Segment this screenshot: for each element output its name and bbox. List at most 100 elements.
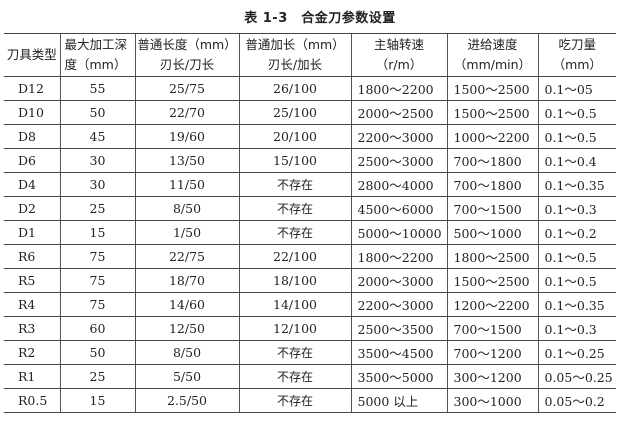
- cell-cut-depth: 0.1～0.35: [537, 172, 616, 197]
- cell-tool-type: R1: [4, 364, 60, 389]
- header-line: 刃长/加长: [267, 57, 323, 72]
- cell-spindle-speed: 1800～2200: [350, 76, 447, 101]
- table-row: D8 45 19/60 20/100 2200～3000 1000～2200 0.1～0.5: [4, 124, 616, 149]
- alloy-cutter-parameter-table: 刀具类型 最大加工深度（mm） 普通长度（mm） 刃长/刀长 普通加长（mm） 刃长/加长…: [4, 33, 616, 413]
- header-row: 刀具类型 最大加工深度（mm） 普通长度（mm） 刃长/刀长 普通加长（mm） 刃长/加长…: [4, 33, 616, 77]
- cell-normal-length: 22/70: [134, 100, 239, 125]
- cell-normal-length: 8/50: [134, 196, 239, 221]
- cell-feed-rate: 1200～2200: [446, 292, 538, 317]
- cell-max-depth: 30: [59, 172, 135, 197]
- cell-normal-length: 5/50: [134, 364, 239, 389]
- cell-normal-extension: 15/100: [238, 148, 351, 173]
- cell-max-depth: 60: [59, 316, 135, 341]
- cell-tool-type: D2: [4, 196, 60, 221]
- cell-normal-length: 13/50: [134, 148, 239, 173]
- table-row: D1 15 1/50 不存在 5000～10000 500～1000 0.1～0.2: [4, 220, 616, 245]
- cell-tool-type: D12: [4, 76, 60, 101]
- header-line: 普通长度（mm）: [137, 37, 237, 52]
- cell-max-depth: 25: [59, 196, 135, 221]
- table-row: D10 50 22/70 25/100 2000～2500 1500～2500 0.1～0.…: [4, 100, 616, 125]
- cell-tool-type: D4: [4, 172, 60, 197]
- cell-normal-extension: 22/100: [238, 244, 351, 269]
- cell-max-depth: 50: [59, 340, 135, 365]
- cell-normal-extension: 不存在: [238, 172, 351, 197]
- cell-tool-type: R5: [4, 268, 60, 293]
- cell-cut-depth: 0.1～0.2: [537, 220, 616, 245]
- cell-spindle-speed: 3500～4500: [350, 340, 447, 365]
- cell-cut-depth: 0.1～0.3: [537, 196, 616, 221]
- cell-normal-length: 8/50: [134, 340, 239, 365]
- cell-normal-length: 12/50: [134, 316, 239, 341]
- cell-feed-rate: 1800～2500: [446, 244, 538, 269]
- header-tool-type: 刀具类型: [4, 33, 60, 77]
- cell-spindle-speed: 5000～10000: [350, 220, 447, 245]
- cell-spindle-speed: 4500～6000: [350, 196, 447, 221]
- cell-max-depth: 45: [59, 124, 135, 149]
- header-spindle-speed: 主轴转速 （r/m）: [350, 33, 447, 77]
- header-line: 进给速度: [467, 37, 518, 52]
- header-line: 主轴转速: [373, 37, 424, 52]
- cell-normal-length: 25/75: [134, 76, 239, 101]
- cell-feed-rate: 300～1200: [446, 364, 538, 389]
- header-line: 普通加长（mm）: [245, 37, 345, 52]
- header-line: （mm）: [552, 57, 602, 72]
- cell-normal-extension: 25/100: [238, 100, 351, 125]
- table-row: R6 75 22/75 22/100 1800～2200 1800～2500 0.1～0.5: [4, 244, 616, 269]
- cell-normal-extension: 18/100: [238, 268, 351, 293]
- cell-normal-length: 22/75: [134, 244, 239, 269]
- cell-spindle-speed: 2200～3000: [350, 124, 447, 149]
- table-row: D12 55 25/75 26/100 1800～2200 1500～2500 0.1～05: [4, 76, 616, 101]
- cell-max-depth: 15: [59, 220, 135, 245]
- cell-tool-type: D6: [4, 148, 60, 173]
- cell-spindle-speed: 2500～3500: [350, 316, 447, 341]
- table-row: D6 30 13/50 15/100 2500～3000 700～1800 0.1～0.4: [4, 148, 616, 173]
- cell-normal-extension: 不存在: [238, 364, 351, 389]
- table-row: D2 25 8/50 不存在 4500～6000 700～1500 0.1～0.3: [4, 196, 616, 221]
- cell-cut-depth: 0.1～0.5: [537, 244, 616, 269]
- cell-max-depth: 75: [59, 292, 135, 317]
- header-cut-depth: 吃刀量 （mm）: [537, 33, 616, 77]
- cell-feed-rate: 700～1800: [446, 172, 538, 197]
- header-line: 吃刀量: [558, 37, 596, 52]
- cell-feed-rate: 1500～2500: [446, 268, 538, 293]
- cell-normal-length: 19/60: [134, 124, 239, 149]
- cell-feed-rate: 700～1500: [446, 316, 538, 341]
- cell-spindle-speed: 1800～2200: [350, 244, 447, 269]
- cell-normal-extension: 不存在: [238, 388, 351, 413]
- cell-feed-rate: 500～1000: [446, 220, 538, 245]
- cell-normal-extension: 26/100: [238, 76, 351, 101]
- cell-normal-length: 1/50: [134, 220, 239, 245]
- header-line: （r/m）: [375, 57, 423, 72]
- cell-cut-depth: 0.1～0.3: [537, 316, 616, 341]
- header-line: 最大加工深: [64, 37, 128, 52]
- table-row: R2 50 8/50 不存在 3500～4500 700～1200 0.1～0.25: [4, 340, 616, 365]
- cell-max-depth: 55: [59, 76, 135, 101]
- cell-feed-rate: 1500～2500: [446, 76, 538, 101]
- cell-normal-length: 2.5/50: [134, 388, 239, 413]
- header-feed-rate: 进给速度 （mm/min）: [446, 33, 538, 77]
- cell-spindle-speed: 3500～5000: [350, 364, 447, 389]
- header-line: 刃长/刀长: [159, 57, 215, 72]
- cell-tool-type: D1: [4, 220, 60, 245]
- cell-feed-rate: 700～1500: [446, 196, 538, 221]
- cell-tool-type: R3: [4, 316, 60, 341]
- header-normal-length: 普通长度（mm） 刃长/刀长: [134, 33, 239, 77]
- cell-spindle-speed: 2000～3000: [350, 268, 447, 293]
- header-line: 度（mm）: [64, 57, 127, 72]
- cell-normal-length: 14/60: [134, 292, 239, 317]
- cell-cut-depth: 0.1～05: [537, 76, 616, 101]
- cell-feed-rate: 300～1000: [446, 388, 538, 413]
- cell-tool-type: R4: [4, 292, 60, 317]
- cell-cut-depth: 0.1～0.25: [537, 340, 616, 365]
- cell-normal-extension: 不存在: [238, 196, 351, 221]
- cell-feed-rate: 1500～2500: [446, 100, 538, 125]
- cell-normal-extension: 不存在: [238, 340, 351, 365]
- cell-normal-extension: 12/100: [238, 316, 351, 341]
- cell-spindle-speed: 5000 以上: [350, 388, 447, 413]
- cell-max-depth: 75: [59, 268, 135, 293]
- table-title: 表 1-3 合金刀参数设置: [244, 11, 396, 26]
- cell-max-depth: 30: [59, 148, 135, 173]
- cell-max-depth: 25: [59, 364, 135, 389]
- cell-cut-depth: 0.05～0.2: [537, 388, 616, 413]
- cell-spindle-speed: 2200～3000: [350, 292, 447, 317]
